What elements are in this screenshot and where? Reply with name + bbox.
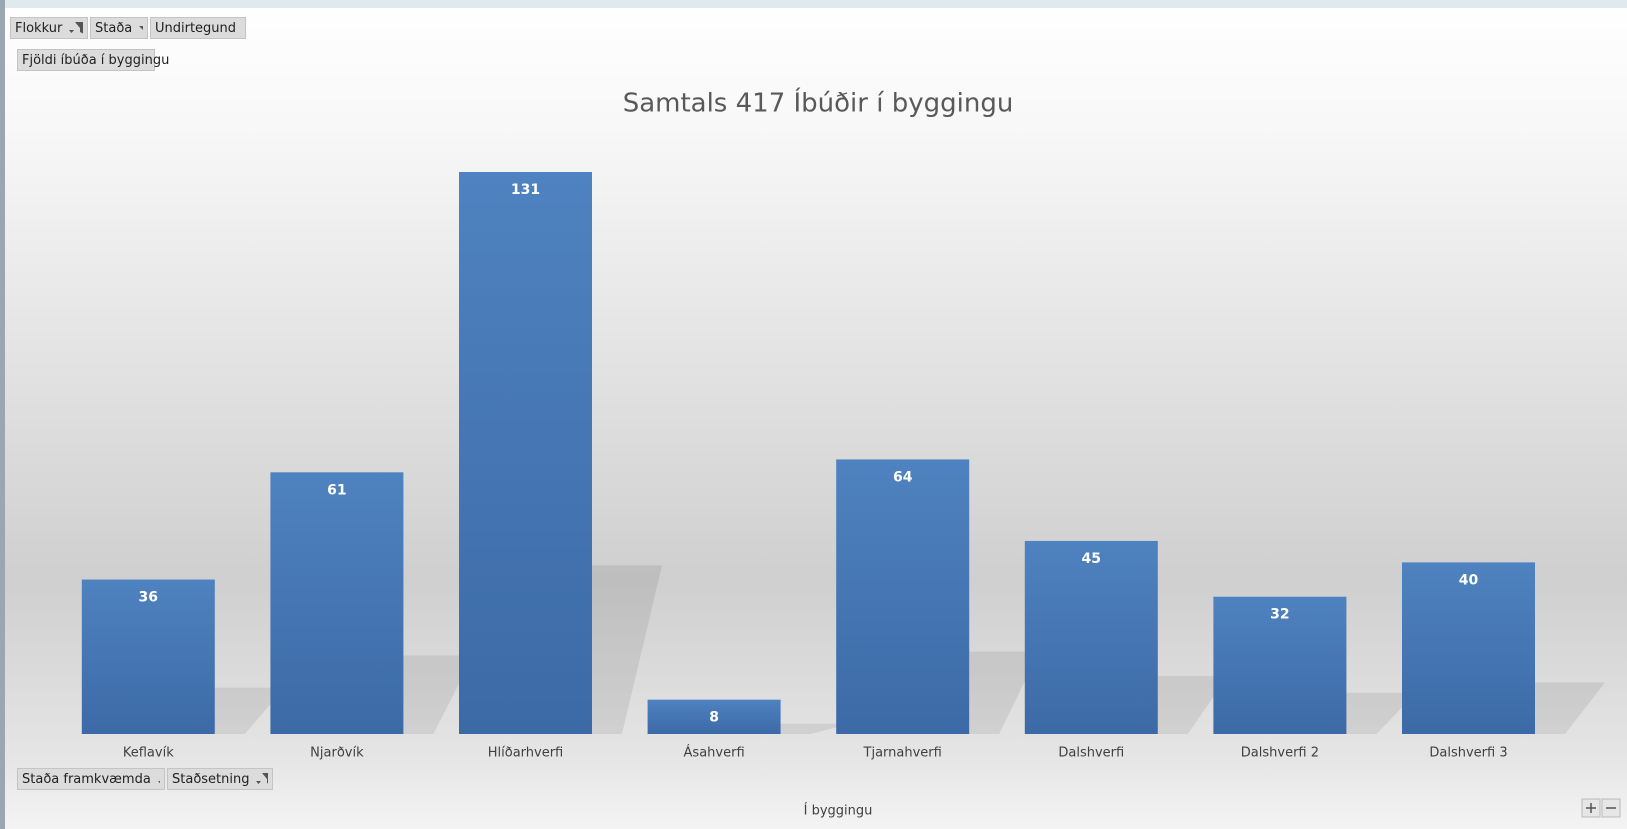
- x-tick-label: Keflavík: [123, 746, 174, 761]
- field-label: Fjöldi íbúða í byggingu: [22, 52, 170, 68]
- field-button[interactable]: Staða framkvæmda: [17, 768, 165, 790]
- data-label: 45: [1082, 551, 1101, 567]
- filter-icon: [157, 781, 160, 784]
- x-axis-label: Í byggingu: [804, 803, 873, 819]
- field-label: Staðsetning: [172, 771, 250, 787]
- bar-shadow: [403, 655, 474, 734]
- chart-title: Samtals 417 Íbúðir í byggingu: [623, 87, 1014, 119]
- bar: [836, 459, 970, 734]
- x-tick-label: Ásahverfi: [684, 745, 745, 761]
- dropdown-icon: [139, 26, 143, 30]
- x-tick-label: Dalshverfi 2: [1241, 746, 1319, 761]
- filter-icon: [69, 22, 83, 34]
- data-label: 40: [1459, 572, 1479, 588]
- data-label: 8: [709, 710, 719, 726]
- filter-icon: [256, 773, 268, 784]
- bar: [1024, 540, 1158, 734]
- x-tick-label: Njarðvík: [310, 746, 364, 761]
- field-label: Staða: [95, 20, 133, 36]
- field-label: Undirtegund: [155, 20, 237, 36]
- data-label: 131: [511, 182, 540, 198]
- bar: [459, 172, 592, 734]
- top-strip: [0, 0, 1627, 8]
- bar-shadow: [214, 687, 285, 734]
- x-tick-label: Dalshverfi: [1058, 746, 1124, 761]
- data-label: 61: [327, 482, 346, 498]
- data-label: 36: [139, 590, 158, 606]
- data-label: 32: [1270, 607, 1289, 623]
- field-button[interactable]: Staðsetning: [167, 768, 273, 790]
- bar: [81, 579, 215, 734]
- x-tick-label: Tjarnahverfi: [863, 746, 942, 761]
- field-label: Staða framkvæmda: [22, 771, 151, 787]
- field-label: Flokkur: [15, 20, 63, 36]
- x-tick-label: Dalshverfi 3: [1429, 746, 1507, 761]
- bar-shadow: [1535, 682, 1605, 734]
- bar: [1213, 596, 1347, 734]
- bar-shadow: [1346, 692, 1417, 734]
- data-label: 64: [893, 469, 913, 485]
- bar-shadow: [969, 651, 1040, 734]
- field-button[interactable]: Fjöldi íbúða í byggingu: [17, 49, 169, 71]
- bar-shadow: [780, 723, 851, 734]
- bar-shadow: [1157, 676, 1228, 734]
- field-button[interactable]: Undirtegund: [150, 17, 246, 39]
- zoom-buttons[interactable]: [1581, 798, 1621, 818]
- field-button[interactable]: Staða: [90, 17, 148, 39]
- bar: [647, 699, 781, 734]
- bar-shadow: [592, 565, 662, 734]
- left-edge: [0, 0, 5, 829]
- x-tick-label: Hlíðarhverfi: [488, 746, 564, 761]
- bar: [1402, 562, 1535, 734]
- field-button[interactable]: Flokkur: [10, 17, 88, 39]
- bar: [270, 472, 404, 734]
